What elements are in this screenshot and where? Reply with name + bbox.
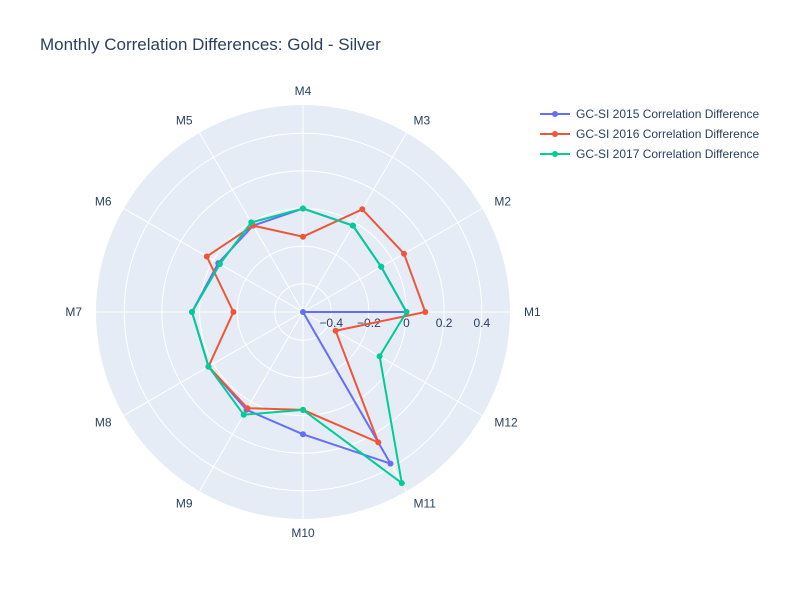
category-label-m11: M11 — [414, 496, 437, 510]
angular-spoke-6 — [123, 208, 304, 313]
legend-label-3: GC-SI 2017 Correlation Difference — [576, 147, 760, 161]
angular-spoke-8 — [123, 311, 304, 416]
category-label-m10: M10 — [291, 526, 315, 540]
series-3-point-m7 — [189, 309, 195, 315]
series-3-point-m5 — [248, 219, 255, 226]
series-3-point-m8 — [205, 363, 212, 370]
angular-spoke-3 — [302, 132, 407, 313]
series-3-point-m1 — [403, 309, 410, 315]
series-2-point-m1 — [422, 309, 429, 315]
category-label-m3: M3 — [414, 114, 431, 128]
radial-tick-label-3: 0.2 — [436, 316, 453, 330]
chart-title: Monthly Correlation Differences: Gold - … — [40, 35, 381, 54]
category-label-m2: M2 — [494, 195, 511, 209]
series-3-point-m11 — [398, 480, 405, 487]
series-2-point-m11 — [375, 439, 382, 446]
series-2-point-m4 — [300, 233, 306, 240]
series-2-point-m12 — [332, 327, 339, 334]
category-label-m4: M4 — [295, 84, 312, 98]
series-2-point-m2 — [401, 250, 407, 257]
series-2-point-m7 — [230, 309, 237, 315]
angular-spoke-12 — [302, 311, 483, 416]
series-3-point-m6 — [216, 261, 223, 267]
category-label-m7: M7 — [65, 305, 82, 319]
series-2-point-m6 — [203, 253, 210, 260]
radial-tick-label-2: 0 — [403, 316, 410, 330]
category-label-m9: M9 — [176, 496, 193, 510]
series-1-point-m11 — [387, 460, 394, 467]
series-2-point-m3 — [359, 206, 366, 213]
category-label-m5: M5 — [176, 114, 193, 128]
category-label-m8: M8 — [95, 416, 112, 430]
series-3-point-m12 — [376, 353, 383, 360]
legend-label-1: GC-SI 2015 Correlation Difference — [576, 107, 760, 121]
series-2-point-m9 — [244, 405, 251, 412]
radial-tick-label-0: −0.4 — [319, 316, 343, 330]
series-1-point-m10 — [300, 431, 306, 438]
series-3-point-m3 — [349, 222, 356, 229]
radial-tick-label-4: 0.4 — [473, 316, 490, 330]
category-label-m1: M1 — [524, 305, 541, 319]
category-label-m12: M12 — [494, 416, 518, 430]
legend-label-2: GC-SI 2016 Correlation Difference — [576, 127, 760, 141]
category-label-m6: M6 — [95, 195, 112, 209]
series-3-point-m4 — [300, 205, 306, 212]
angular-spoke-9 — [199, 311, 304, 492]
legend-marker-3 — [552, 151, 558, 157]
series-3-point-m10 — [300, 406, 306, 413]
angular-spoke-2 — [302, 208, 483, 313]
series-3-point-m9 — [240, 411, 247, 418]
legend-marker-2 — [552, 131, 558, 137]
series-1-point-m12 — [300, 309, 306, 315]
legend: GC-SI 2015 Correlation Difference GC-SI 2… — [540, 107, 760, 161]
legend-marker-1 — [552, 111, 558, 117]
series-3-point-m2 — [378, 263, 385, 270]
